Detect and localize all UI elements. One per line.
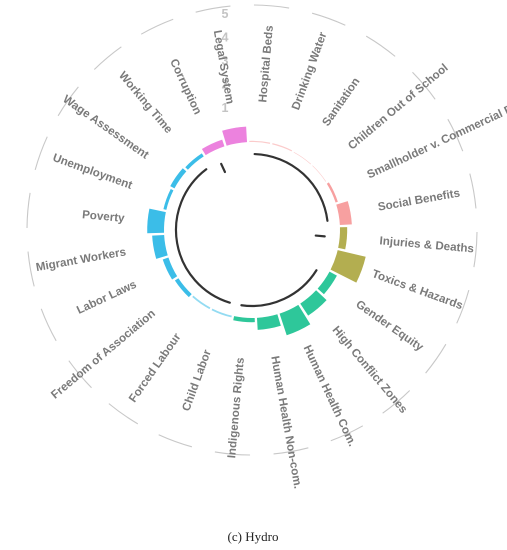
bar-children-out-of-school: [312, 165, 327, 182]
label-injuries-and-deaths: Injuries & Deaths: [379, 234, 474, 255]
label-human-health-non-com: Human Health Non-com.: [268, 355, 304, 490]
radial-tick-2: 2: [222, 78, 229, 92]
radial-tick-3: 3: [222, 54, 229, 68]
outer-arc-sanitation: [365, 35, 396, 57]
outer-arc-high-conflict-zones: [382, 390, 411, 414]
radial-ticks-layer: 1 2 3 4 5: [222, 7, 229, 115]
label-social-benefits: Social Benefits: [377, 187, 461, 214]
bar-freedom-of-association: [174, 278, 192, 298]
bar-indigenous-rights: [233, 316, 255, 323]
bar-human-health-non-com: [256, 314, 281, 330]
outer-arc-legal-system: [195, 5, 231, 13]
label-child-labor: Child Labor: [180, 347, 214, 412]
outer-arc-drinking-water: [311, 12, 346, 26]
outer-arc-human-health-com: [330, 425, 364, 442]
label-indigenous-rights: Indigenous Rights: [225, 357, 247, 459]
bar-sanitation: [293, 151, 311, 165]
outer-arc-indigenous-rights: [214, 451, 251, 456]
chart-caption: (c) Hydro: [228, 529, 279, 544]
label-sanitation: Sanitation: [320, 75, 363, 128]
bar-legal-system: [222, 126, 248, 146]
inner-arc-community: [253, 152, 329, 222]
label-poverty: Poverty: [82, 208, 126, 225]
outer-arc-freedom-of-association: [68, 360, 92, 389]
radial-tick-4: 4: [222, 31, 229, 45]
outer-arcs-layer: [26, 4, 478, 456]
outer-arc-migrant-workers: [27, 251, 35, 287]
inner-arc-health_safety: [314, 234, 326, 238]
bar-corruption: [201, 139, 225, 156]
bar-gender-equity: [317, 271, 337, 295]
bars-layer: [147, 126, 366, 336]
outer-arc-unemployment: [34, 136, 48, 171]
bar-migrant-workers: [152, 234, 168, 259]
bar-labor-laws: [162, 257, 178, 280]
label-drinking-water: Drinking Water: [289, 30, 329, 112]
bar-unemployment: [163, 189, 174, 210]
inner-arc-society: [240, 269, 318, 308]
outer-arc-children-out-of-school: [412, 71, 436, 100]
outer-arc-hospital-beds: [253, 4, 290, 9]
label-working-time: Working Time: [116, 69, 175, 136]
label-migrant-workers: Migrant Workers: [35, 245, 127, 274]
outer-arc-social-benefits: [469, 173, 477, 209]
bar-human-health-com: [279, 304, 311, 336]
label-corruption: Corruption: [167, 57, 204, 117]
outer-arc-injuries-and-deaths: [473, 231, 478, 268]
outer-arc-child-labor: [158, 434, 193, 448]
bar-poverty: [147, 208, 166, 234]
outer-arc-gender-equity: [425, 343, 447, 374]
inner-arc-labor: [174, 168, 231, 304]
label-smallholder-v-commercial-farms: Smallholder v. Commercial Farms: [365, 91, 507, 181]
radial-tick-1: 1: [222, 101, 229, 115]
bar-high-conflict-zones: [300, 290, 327, 316]
bar-child-labor: [211, 308, 232, 318]
bar-working-time: [185, 153, 204, 170]
label-gender-equity: Gender Equity: [353, 298, 426, 354]
bar-smallholder-v-commercial-farms: [326, 182, 338, 203]
bar-toxics-and-hazards: [330, 250, 366, 283]
outer-arc-wage-assessment: [57, 86, 79, 117]
outer-arc-toxics-and-hazards: [456, 289, 470, 324]
outer-arc-human-health-non-com: [273, 447, 309, 455]
bar-wage-assessment: [170, 168, 187, 189]
label-hospital-beds: Hospital Beds: [256, 25, 276, 103]
bar-injuries-and-deaths: [338, 227, 348, 250]
label-human-health-com: Human Health Com.: [301, 343, 359, 448]
outer-arc-smallholder-v-commercial-farms: [447, 118, 464, 152]
label-labor-laws: Labor Laws: [75, 278, 139, 317]
label-unemployment: Unemployment: [51, 151, 134, 192]
outer-arc-working-time: [93, 46, 122, 70]
inner-arc-governance: [220, 162, 227, 174]
radial-tick-5: 5: [222, 7, 229, 21]
outer-arc-poverty: [26, 192, 31, 229]
outer-arc-forced-labour: [108, 403, 139, 425]
outer-arc-labor-laws: [40, 308, 57, 342]
outer-arc-corruption: [140, 18, 174, 35]
bar-drinking-water: [272, 143, 293, 152]
label-legal-system: Legal System: [211, 29, 237, 105]
label-forced-labour: Forced Labour: [126, 330, 183, 404]
label-toxics-and-hazards: Toxics & Hazards: [370, 267, 464, 312]
bar-forced-labour: [192, 295, 211, 310]
bar-social-benefits: [336, 201, 352, 226]
inner-arcs-layer: [174, 152, 329, 308]
bar-hospital-beds: [249, 140, 271, 144]
